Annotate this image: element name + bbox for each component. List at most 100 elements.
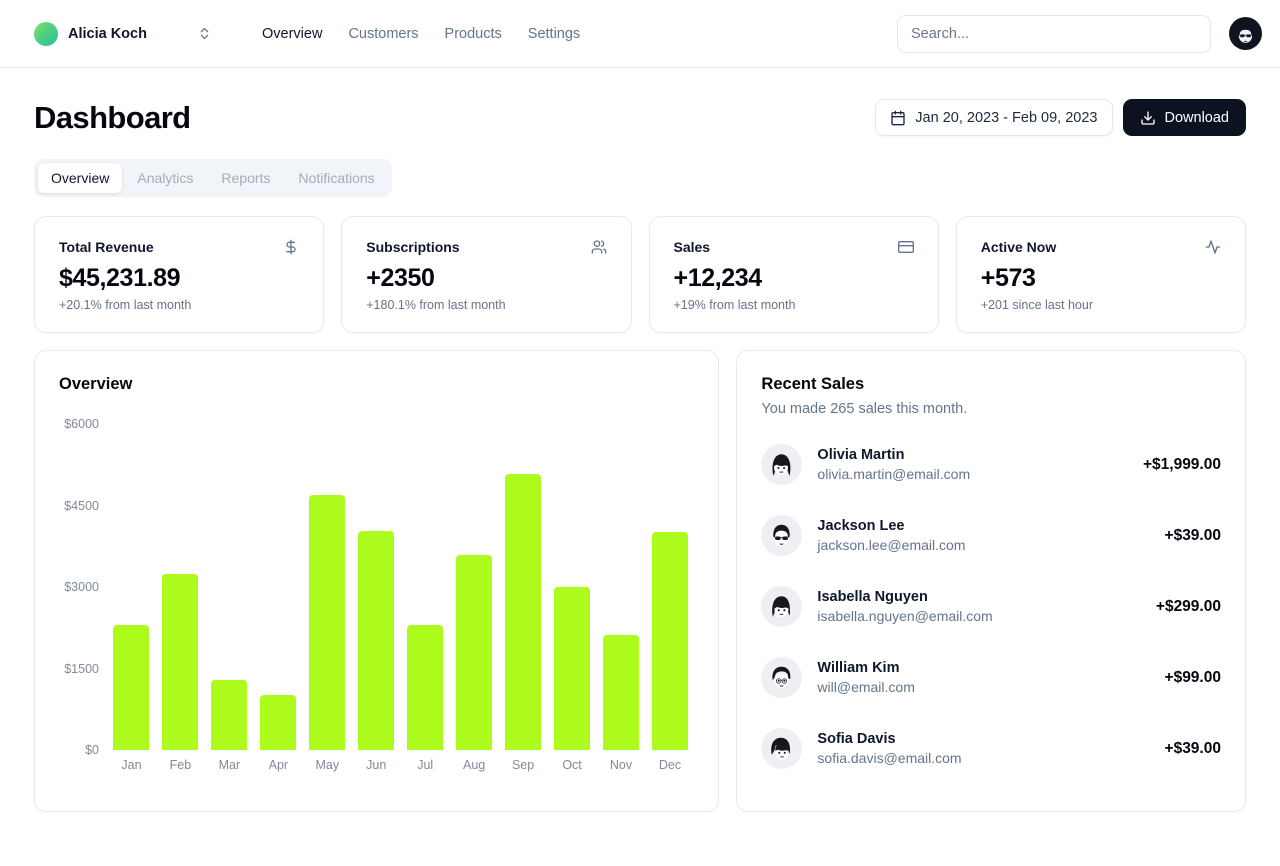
stat-card-subscriptions: Subscriptions +2350 +180.1% from last mo… (341, 216, 632, 333)
overview-chart-card: Overview $6000 $4500 $3000 $1500 $0 Jan Feb Ma… (34, 350, 720, 812)
activity-icon (1205, 239, 1221, 255)
stat-change: +20.1% from last month (59, 298, 192, 312)
customer-name: William Kim (817, 660, 900, 676)
y-axis-tick: $6000 (64, 417, 99, 431)
bar-column-dec: Dec (645, 424, 694, 772)
nav-customers[interactable]: Customers (348, 25, 419, 42)
y-axis-tick: $3000 (64, 580, 99, 594)
bar-column-nov: Nov (597, 424, 646, 772)
recent-sales-title: Recent Sales (761, 375, 865, 393)
sale-amount: +$99.00 (1164, 668, 1221, 686)
bar-jun (358, 531, 395, 750)
bar-nov (603, 635, 639, 750)
sale-amount: +$39.00 (1164, 739, 1221, 757)
customer-email: will@email.com (817, 679, 915, 695)
customer-email: sofia.davis@email.com (817, 750, 962, 766)
page-title: Dashboard (34, 99, 191, 135)
stat-card-sales: Sales +12,234 +19% from last month (648, 216, 939, 333)
y-axis-tick: $0 (85, 743, 99, 757)
team-name: Alicia Koch (68, 25, 147, 42)
credit-card-icon (897, 239, 914, 255)
stat-value: +12,234 (673, 264, 763, 292)
stats-grid: Total Revenue $45,231.89 +20.1% from las… (34, 216, 1246, 333)
customer-email: olivia.martin@email.com (817, 466, 971, 482)
chart-y-axis: $6000 $4500 $3000 $1500 $0 (59, 417, 107, 757)
bar-sep (505, 474, 542, 750)
bar-chart: $6000 $4500 $3000 $1500 $0 Jan Feb Mar Apr May Ju… (59, 417, 694, 772)
nav-overview[interactable]: Overview (262, 25, 323, 42)
tab-reports[interactable]: Reports (208, 163, 283, 193)
customer-avatar (761, 586, 803, 627)
sale-amount: +$39.00 (1164, 526, 1221, 544)
customer-email: isabella.nguyen@email.com (817, 608, 993, 624)
sale-amount: +$299.00 (1155, 597, 1221, 615)
main-nav: Overview Customers Products Settings (262, 26, 580, 42)
team-avatar (34, 21, 58, 46)
recent-sales-subtitle: You made 265 sales this month. (761, 401, 968, 417)
recent-sales-card: Recent Sales You made 265 sales this mon… (736, 350, 1246, 812)
stat-card-active-now: Active Now +573 +201 since last hour (955, 216, 1246, 333)
title-actions: Jan 20, 2023 - Feb 09, 2023 Download (875, 99, 1246, 136)
tab-notifications[interactable]: Notifications (285, 163, 387, 193)
sale-row: Isabella Nguyen isabella.nguyen@email.co… (761, 586, 1221, 627)
sale-row: Olivia Martin olivia.martin@email.com +$… (761, 444, 1221, 485)
stat-title: Total Revenue (59, 239, 154, 255)
dollar-sign-icon (283, 239, 299, 255)
bar-column-jul: Jul (401, 424, 450, 772)
bar-feb (162, 573, 199, 750)
download-button[interactable]: Download (1122, 99, 1246, 136)
bar-chart-plot: Jan Feb Mar Apr May Jun Jul Aug Sep Oct Nov Dec (107, 424, 694, 772)
recent-sales-list: Olivia Martin olivia.martin@email.com +$… (761, 444, 1221, 769)
stat-change: +180.1% from last month (366, 298, 506, 312)
nav-products[interactable]: Products (444, 25, 502, 42)
bar-mar (211, 679, 248, 750)
bar-column-sep: Sep (499, 424, 548, 772)
tab-overview[interactable]: Overview (38, 163, 123, 193)
stat-card-total-revenue: Total Revenue $45,231.89 +20.1% from las… (34, 216, 325, 333)
y-axis-tick: $1500 (64, 661, 99, 676)
user-avatar[interactable] (1229, 17, 1262, 50)
bar-column-jan: Jan (107, 424, 156, 772)
bar-column-jun: Jun (352, 424, 401, 772)
stat-value: $45,231.89 (59, 264, 181, 292)
customer-email: jackson.lee@email.com (817, 537, 966, 553)
stat-change: +201 since last hour (980, 298, 1093, 312)
tabs-list: Overview Analytics Reports Notifications (34, 159, 392, 197)
y-axis-tick: $4500 (64, 498, 99, 513)
stat-change: +19% from last month (673, 298, 796, 312)
main-content: Dashboard Jan 20, 2023 - Feb 09, 2023 Do… (0, 68, 1280, 812)
customer-name: Olivia Martin (817, 447, 905, 463)
tab-analytics[interactable]: Analytics (124, 163, 206, 193)
bar-column-feb: Feb (156, 424, 205, 772)
download-icon (1140, 110, 1156, 126)
bar-jan (113, 625, 150, 750)
customer-avatar (761, 728, 803, 769)
search-input[interactable] (897, 14, 1211, 53)
customer-name: Jackson Lee (817, 518, 905, 534)
download-label: Download (1164, 109, 1230, 126)
nav-settings[interactable]: Settings (527, 25, 581, 42)
chevrons-up-down-icon (197, 26, 212, 41)
bar-column-apr: Apr (254, 424, 303, 772)
calendar-icon (890, 110, 906, 126)
customer-name: Isabella Nguyen (817, 589, 928, 605)
date-range-picker[interactable]: Jan 20, 2023 - Feb 09, 2023 (875, 99, 1113, 136)
bar-column-mar: Mar (205, 424, 254, 772)
users-icon (591, 239, 607, 255)
team-switcher[interactable]: Alicia Koch (30, 15, 220, 53)
bar-column-aug: Aug (450, 424, 499, 772)
date-range-label: Jan 20, 2023 - Feb 09, 2023 (915, 109, 1098, 126)
bar-jul (407, 625, 444, 750)
stat-title: Subscriptions (366, 239, 460, 255)
bar-column-may: May (303, 424, 352, 772)
top-header: Alicia Koch Overview Customers Products … (0, 0, 1280, 68)
stat-value: +573 (980, 264, 1036, 292)
sale-row: Sofia Davis sofia.davis@email.com +$39.0… (761, 728, 1221, 769)
chart-title: Overview (59, 375, 133, 393)
bar-apr (260, 694, 297, 750)
sale-row: Jackson Lee jackson.lee@email.com +$39.0… (761, 515, 1221, 556)
sale-amount: +$1,999.00 (1142, 455, 1221, 473)
bar-may (309, 495, 346, 750)
customer-avatar (761, 444, 803, 485)
customer-name: Sofia Davis (817, 731, 896, 747)
